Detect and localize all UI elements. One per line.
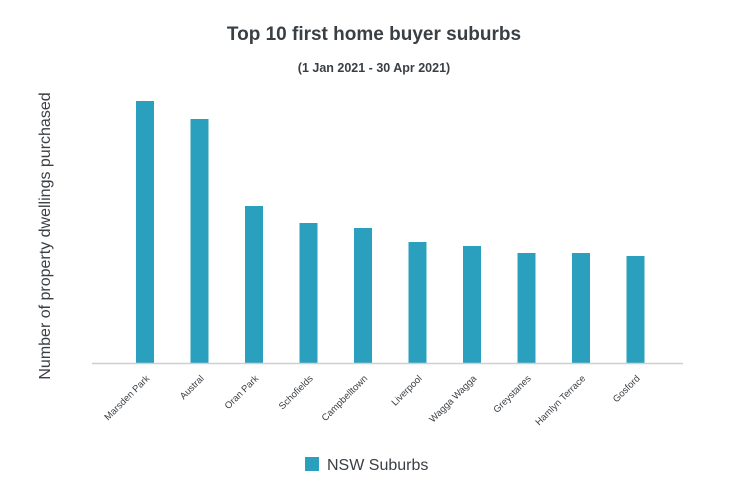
x-tick-label: Gosford: [611, 373, 643, 405]
bar-marsden-park: [136, 101, 154, 363]
legend: NSW Suburbs: [305, 457, 428, 474]
x-tick-label: Greystanes: [491, 373, 533, 415]
x-tick-label: Hamlyn Terrace: [533, 373, 588, 428]
x-tick-label: Campbelltown: [320, 373, 370, 423]
bar-oran-park: [245, 206, 263, 363]
bar-austral: [190, 119, 209, 363]
bar-gosford: [626, 256, 645, 363]
legend-label: NSW Suburbs: [327, 457, 428, 474]
x-tick-label: Schofields: [277, 373, 316, 412]
bar-hamlyn-terrace: [572, 253, 590, 363]
x-tick-labels: Marsden Park Austral Oran Park Schofields Ca…: [103, 373, 643, 428]
chart-subtitle: (1 Jan 2021 - 30 Apr 2021): [298, 61, 450, 75]
chart-title: Top 10 first home buyer suburbs: [227, 24, 521, 45]
x-tick-label: Liverpool: [390, 373, 425, 408]
bar-wagga-wagga: [463, 246, 481, 363]
x-tick-label: Wagga Wagga: [427, 373, 479, 425]
x-tick-label: Oran Park: [223, 373, 262, 412]
legend-swatch: [305, 457, 319, 471]
bars-group: [136, 101, 645, 363]
y-axis-label: Number of property dwellings purchased: [37, 92, 54, 379]
bar-greystanes: [517, 253, 536, 363]
bar-schofields: [299, 223, 318, 363]
bar-liverpool: [408, 242, 427, 363]
x-tick-label: Marsden Park: [103, 373, 153, 423]
bar-campbelltown: [354, 228, 372, 363]
x-tick-label: Austral: [178, 373, 207, 402]
